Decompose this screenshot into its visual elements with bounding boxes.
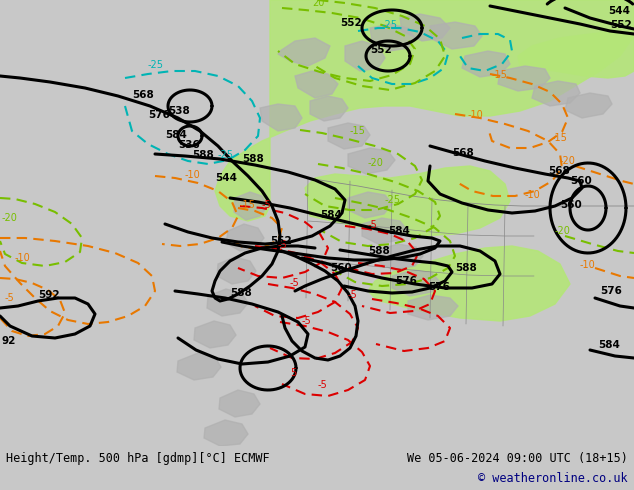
Text: -15: -15 <box>240 200 256 210</box>
Polygon shape <box>217 257 256 284</box>
Text: -10: -10 <box>185 170 201 180</box>
Polygon shape <box>278 38 330 66</box>
Text: 552: 552 <box>270 236 292 246</box>
Text: -10: -10 <box>15 253 31 263</box>
Text: 538: 538 <box>168 106 190 116</box>
Text: 568: 568 <box>132 90 154 100</box>
Text: 544: 544 <box>608 6 630 16</box>
Text: -5: -5 <box>278 240 288 250</box>
Text: 5: 5 <box>290 368 296 378</box>
Text: -25: -25 <box>382 20 398 30</box>
Text: -20: -20 <box>560 156 576 166</box>
Text: 552: 552 <box>340 18 362 28</box>
Text: 584: 584 <box>388 226 410 236</box>
Text: -5: -5 <box>318 380 328 390</box>
Polygon shape <box>295 71 338 98</box>
Text: 576: 576 <box>428 282 450 292</box>
Text: -10: -10 <box>468 110 484 120</box>
Polygon shape <box>370 24 415 51</box>
Text: 576: 576 <box>600 286 622 296</box>
Text: -25: -25 <box>218 150 234 160</box>
Polygon shape <box>378 244 423 270</box>
Polygon shape <box>194 321 236 348</box>
Text: 568: 568 <box>452 148 474 158</box>
Text: -5: -5 <box>368 220 378 230</box>
Text: 544: 544 <box>215 173 237 183</box>
Text: © weatheronline.co.uk: © weatheronline.co.uk <box>479 472 628 485</box>
Text: We 05-06-2024 09:00 UTC (18+15): We 05-06-2024 09:00 UTC (18+15) <box>407 452 628 465</box>
Polygon shape <box>348 192 392 218</box>
Polygon shape <box>328 123 370 149</box>
Text: -25: -25 <box>148 60 164 70</box>
Polygon shape <box>226 224 264 251</box>
Text: -15: -15 <box>492 70 508 80</box>
Text: 588: 588 <box>368 246 390 256</box>
Text: -5: -5 <box>5 293 15 303</box>
Text: 560: 560 <box>570 176 592 186</box>
Text: 92: 92 <box>2 336 16 346</box>
Text: 588: 588 <box>455 263 477 273</box>
Polygon shape <box>462 51 510 77</box>
Text: 584: 584 <box>320 210 342 220</box>
Polygon shape <box>498 66 550 91</box>
Text: -10: -10 <box>525 190 541 200</box>
Polygon shape <box>368 246 570 321</box>
Text: 552: 552 <box>370 45 392 55</box>
Polygon shape <box>565 93 612 118</box>
Text: -25: -25 <box>385 195 401 205</box>
Text: -10: -10 <box>580 260 596 270</box>
Polygon shape <box>215 0 634 221</box>
Polygon shape <box>345 41 385 71</box>
Polygon shape <box>310 96 348 121</box>
Text: -15: -15 <box>350 126 366 136</box>
Polygon shape <box>400 14 450 41</box>
Polygon shape <box>204 420 248 446</box>
Text: 588: 588 <box>242 154 264 164</box>
Polygon shape <box>177 353 221 380</box>
Text: 568: 568 <box>548 166 570 176</box>
Text: -5: -5 <box>302 316 312 326</box>
Polygon shape <box>392 270 440 296</box>
Text: -5: -5 <box>348 290 358 300</box>
Polygon shape <box>408 295 458 320</box>
Text: 20: 20 <box>312 0 325 8</box>
Text: 584: 584 <box>165 130 187 140</box>
Text: -5: -5 <box>290 278 300 288</box>
Polygon shape <box>518 31 634 78</box>
Text: Height/Temp. 500 hPa [gdmp][°C] ECMWF: Height/Temp. 500 hPa [gdmp][°C] ECMWF <box>6 452 269 465</box>
Text: 592: 592 <box>38 290 60 300</box>
Polygon shape <box>532 81 580 106</box>
Polygon shape <box>260 104 302 131</box>
Text: -5: -5 <box>262 200 272 210</box>
Polygon shape <box>219 390 260 417</box>
Text: 536: 536 <box>178 140 200 150</box>
Text: 560: 560 <box>560 200 582 210</box>
Text: 584: 584 <box>598 340 620 350</box>
Polygon shape <box>305 166 510 236</box>
Polygon shape <box>348 148 395 174</box>
Text: -20: -20 <box>555 226 571 236</box>
Text: 576: 576 <box>148 110 170 120</box>
Text: -15: -15 <box>552 133 568 143</box>
Text: 536: 536 <box>595 0 617 2</box>
Polygon shape <box>207 289 248 316</box>
Polygon shape <box>234 192 268 220</box>
Text: -20: -20 <box>2 213 18 223</box>
Text: 552: 552 <box>610 20 631 30</box>
Text: 576: 576 <box>395 276 417 286</box>
Polygon shape <box>362 218 407 244</box>
Text: 560: 560 <box>330 263 352 273</box>
Text: 588: 588 <box>230 288 252 298</box>
Polygon shape <box>430 22 482 49</box>
Text: -20: -20 <box>368 158 384 168</box>
Text: 588: 588 <box>192 150 214 160</box>
